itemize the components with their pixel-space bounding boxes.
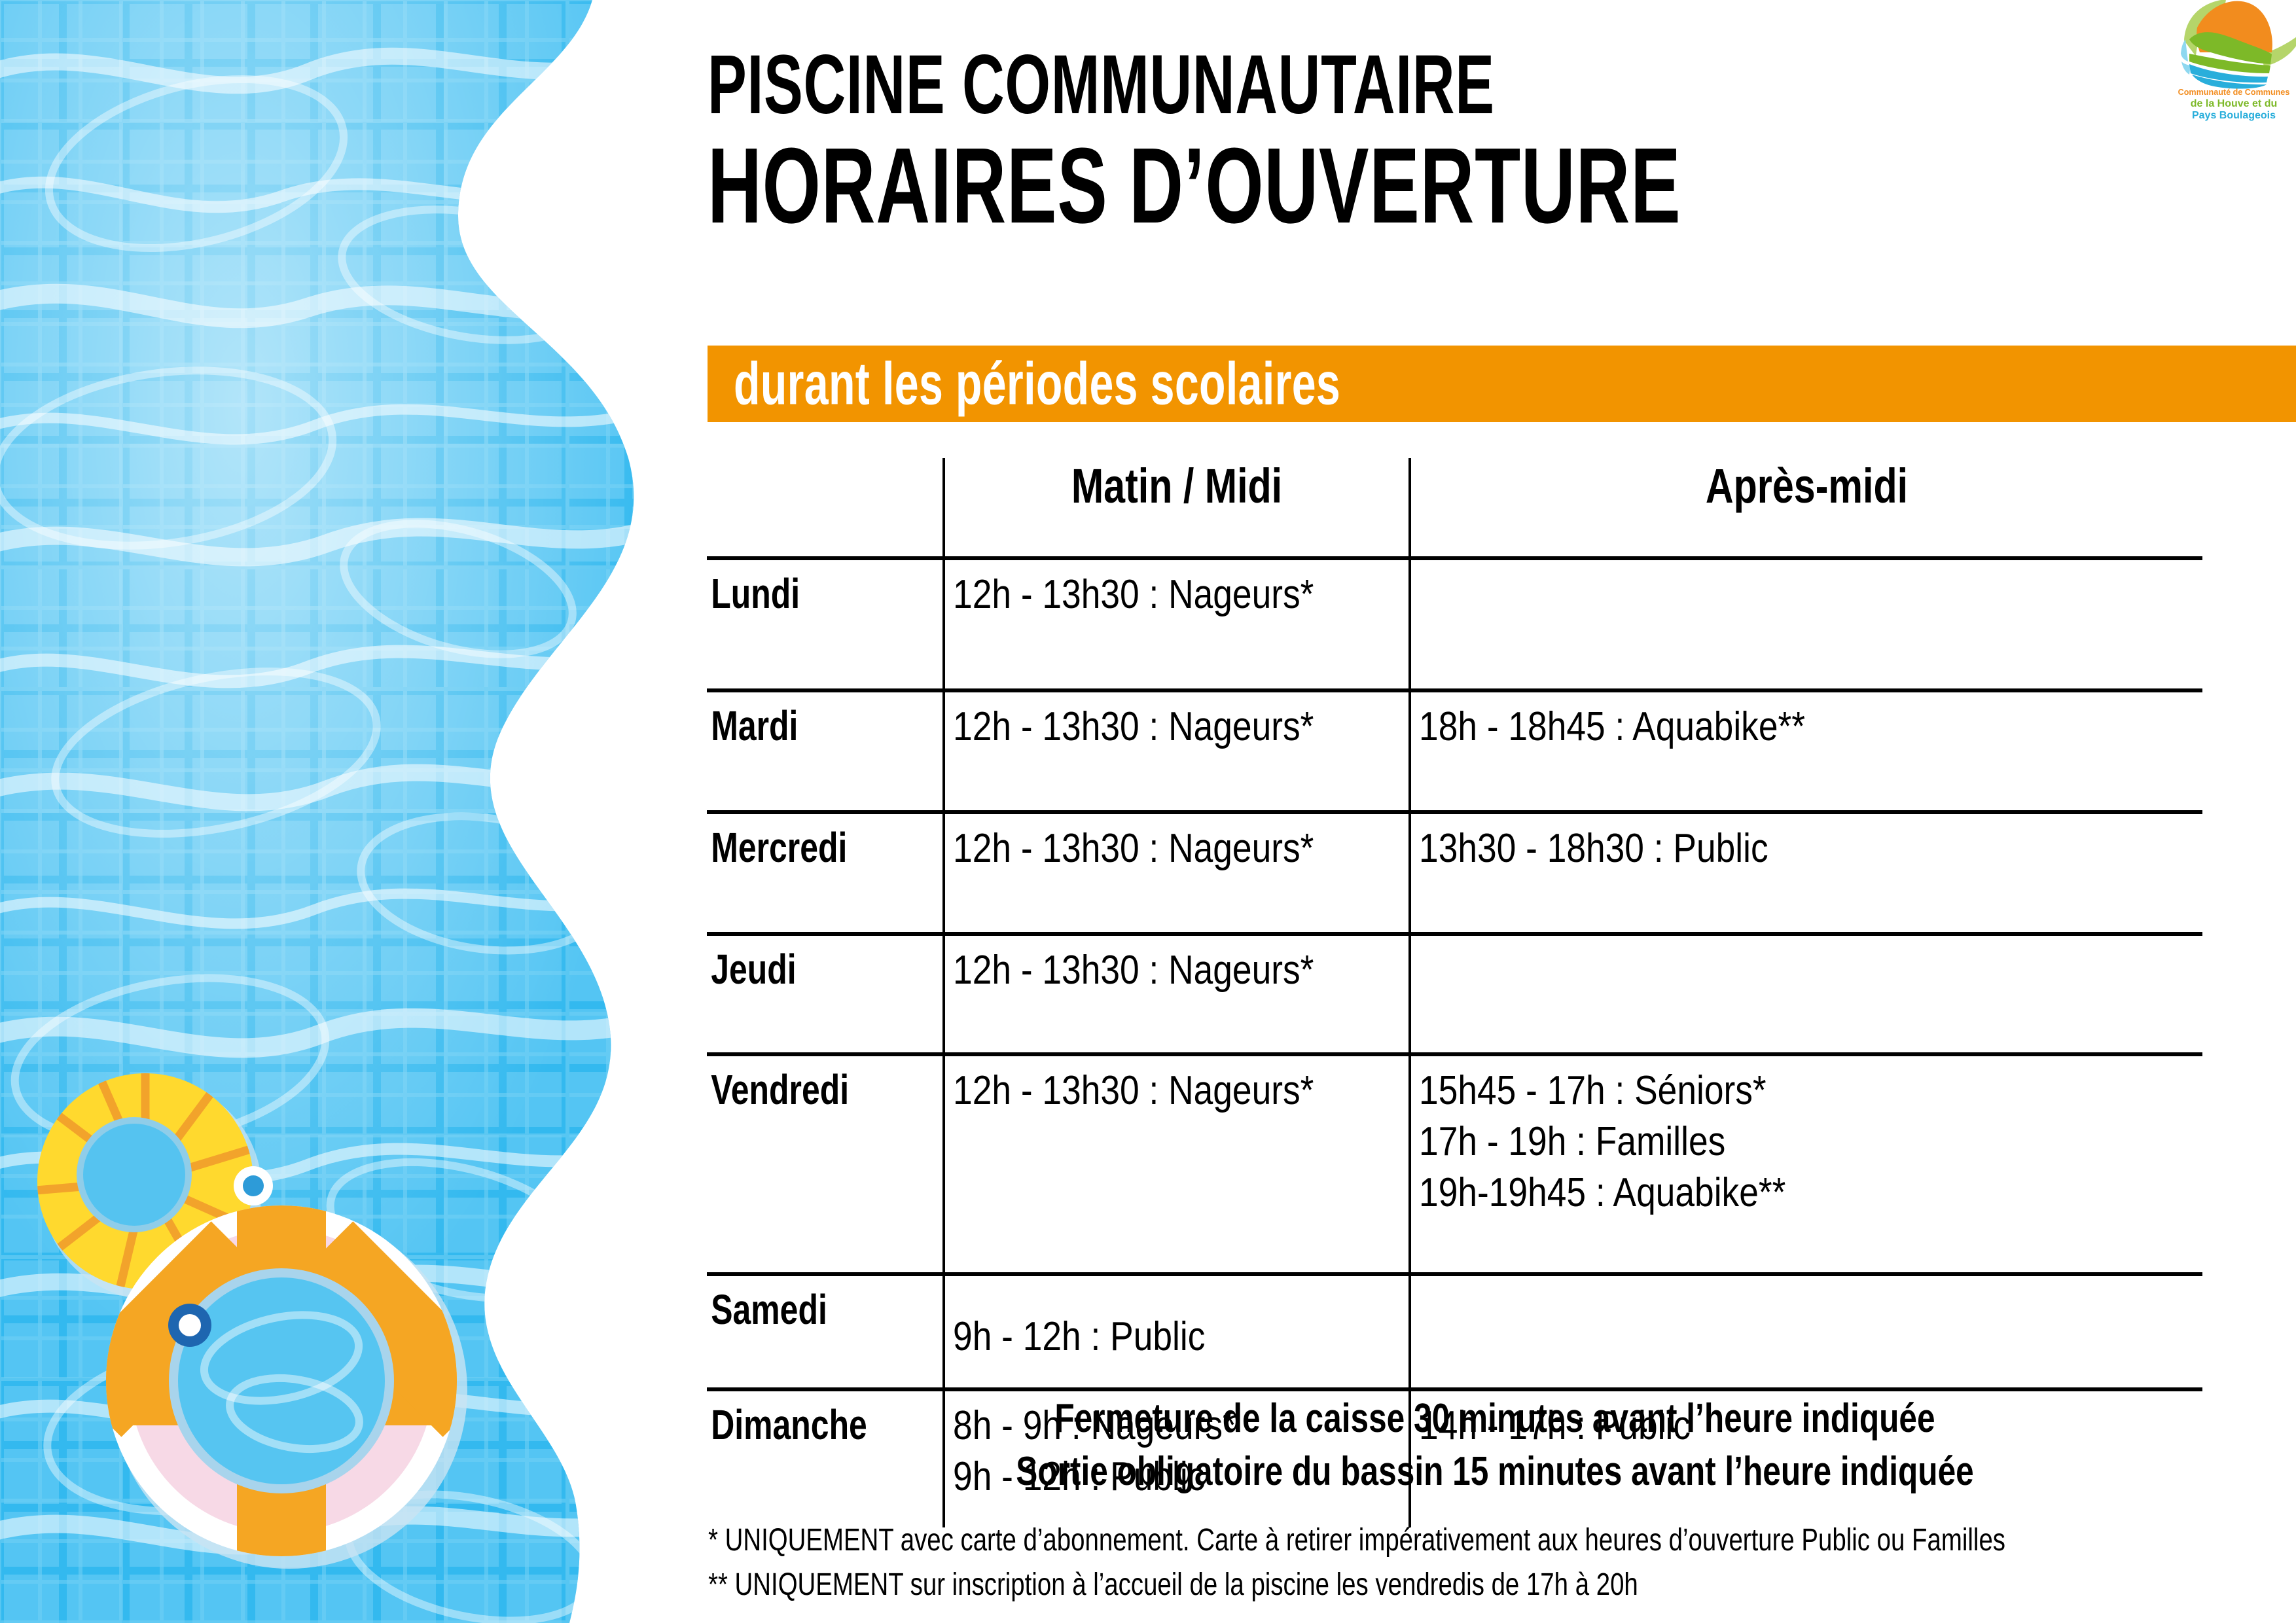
page-title: PISCINE COMMUNAUTAIRE HORAIRES D’OUVERTU… <box>708 43 2233 240</box>
cell-day: Mercredi <box>707 812 944 936</box>
table-row: Dimanche 8h - 9h : Nageurs* 9h - 12h : P… <box>707 1389 2202 1527</box>
cell-afternoon <box>1408 1274 2202 1391</box>
cell-morning: 12h - 13h30 : Nageurs* <box>942 690 1410 814</box>
cell-morning: 12h - 13h30 : Nageurs* <box>942 812 1410 936</box>
slot-list: 15h45 - 17h : Séniors* 17h - 19h : Famil… <box>1419 1068 1786 1216</box>
cell-afternoon: 15h45 - 17h : Séniors* 17h - 19h : Famil… <box>1408 1054 2202 1276</box>
cell-afternoon <box>1408 934 2202 1056</box>
cell-afternoon: 18h - 18h45 : Aquabike** <box>1408 690 2202 814</box>
cell-afternoon: 13h30 - 18h30 : Public <box>1408 812 2202 936</box>
cell-morning: 8h - 9h : Nageurs* 9h - 12h : Public <box>942 1389 1410 1527</box>
slot-list: 12h - 13h30 : Nageurs* <box>953 704 1314 749</box>
slot-list: 12h - 13h30 : Nageurs* <box>953 948 1314 993</box>
slot-list: 18h - 18h45 : Aquabike** <box>1419 704 1805 749</box>
table-row: Samedi 9h - 12h : Public <box>707 1274 2202 1391</box>
lifebuoy-float <box>106 1205 467 1569</box>
logo-line-2: de la Houve et du <box>2191 98 2277 109</box>
notice-line-1: Fermeture de la caisse 30 minutes avant … <box>1054 1396 1935 1441</box>
slot-list: 12h - 13h30 : Nageurs* <box>953 826 1314 871</box>
cell-day: Samedi <box>707 1274 944 1391</box>
table-row: Jeudi 12h - 13h30 : Nageurs* <box>707 934 2202 1056</box>
period-banner: durant les périodes scolaires <box>708 346 2296 422</box>
logo-mark: Communauté de Communes de la Houve et du… <box>2178 0 2296 121</box>
table-row: Mardi 12h - 13h30 : Nageurs* 18h - 18h45… <box>707 690 2202 814</box>
title-line-2: HORAIRES D’OUVERTURE <box>708 126 1681 245</box>
header-cell-day <box>707 458 944 560</box>
cell-day: Vendredi <box>707 1054 944 1276</box>
logo-communaute-de-communes: Communauté de Communes de la Houve et du… <box>2163 0 2296 255</box>
logo-line-1: Communauté de Communes <box>2178 88 2290 97</box>
period-banner-label: durant les périodes scolaires <box>734 350 1341 417</box>
cell-day: Mardi <box>707 690 944 814</box>
cell-morning: 12h - 13h30 : Nageurs* <box>942 558 1410 692</box>
header-cell-afternoon: Après-midi <box>1408 458 2202 560</box>
cell-morning: 9h - 12h : Public <box>942 1274 1410 1391</box>
cell-day: Lundi <box>707 558 944 692</box>
table-header-row: Matin / Midi Après-midi <box>707 458 2202 560</box>
slot-list: 8h - 9h : Nageurs* 9h - 12h : Public <box>953 1403 1236 1500</box>
footnote-single-asterisk: * UNIQUEMENT avec carte d’abonnement. Ca… <box>708 1523 2006 1558</box>
header-cell-morning: Matin / Midi <box>942 458 1410 560</box>
closing-notice: Fermeture de la caisse 30 minutes avant … <box>694 1393 2296 1498</box>
poster-content: PISCINE COMMUNAUTAIRE HORAIRES D’OUVERTU… <box>694 0 2296 1623</box>
cell-afternoon <box>1408 558 2202 692</box>
notice-line-2: Sortie obligatoire du bassin 15 minutes … <box>1016 1448 1974 1494</box>
table-row: Lundi 12h - 13h30 : Nageurs* <box>707 558 2202 692</box>
opening-hours-table: Matin / Midi Après-midi Lundi 12h - 13h3… <box>707 458 2202 1527</box>
table-row: Vendredi 12h - 13h30 : Nageurs* 15h45 - … <box>707 1054 2202 1276</box>
slot-list: 12h - 13h30 : Nageurs* <box>953 1068 1314 1113</box>
slot-list: 12h - 13h30 : Nageurs* <box>953 572 1314 617</box>
cell-day: Dimanche <box>711 1401 867 1448</box>
pool-illustration: © zaie / Freepik <box>0 0 694 1623</box>
footnotes: * UNIQUEMENT avec carte d’abonnement. Ca… <box>708 1518 2292 1607</box>
footnote-double-asterisk: ** UNIQUEMENT sur inscription à l’accuei… <box>708 1567 1638 1603</box>
logo-line-3: Pays Boulageois <box>2192 110 2276 121</box>
cell-afternoon: 14h - 17h : Public <box>1408 1389 2202 1527</box>
title-line-1: PISCINE COMMUNAUTAIRE <box>708 38 1495 132</box>
slot-list: 9h - 12h : Public <box>953 1314 1206 1359</box>
cell-day: Jeudi <box>707 934 944 1056</box>
table-row: Mercredi 12h - 13h30 : Nageurs* 13h30 - … <box>707 812 2202 936</box>
slot-list: 14h - 17h : Public <box>1419 1403 1691 1448</box>
cell-morning: 12h - 13h30 : Nageurs* <box>942 934 1410 1056</box>
pool-water-graphic <box>0 0 634 1623</box>
cell-morning: 12h - 13h30 : Nageurs* <box>942 1054 1410 1276</box>
slot-list: 13h30 - 18h30 : Public <box>1419 826 1768 871</box>
